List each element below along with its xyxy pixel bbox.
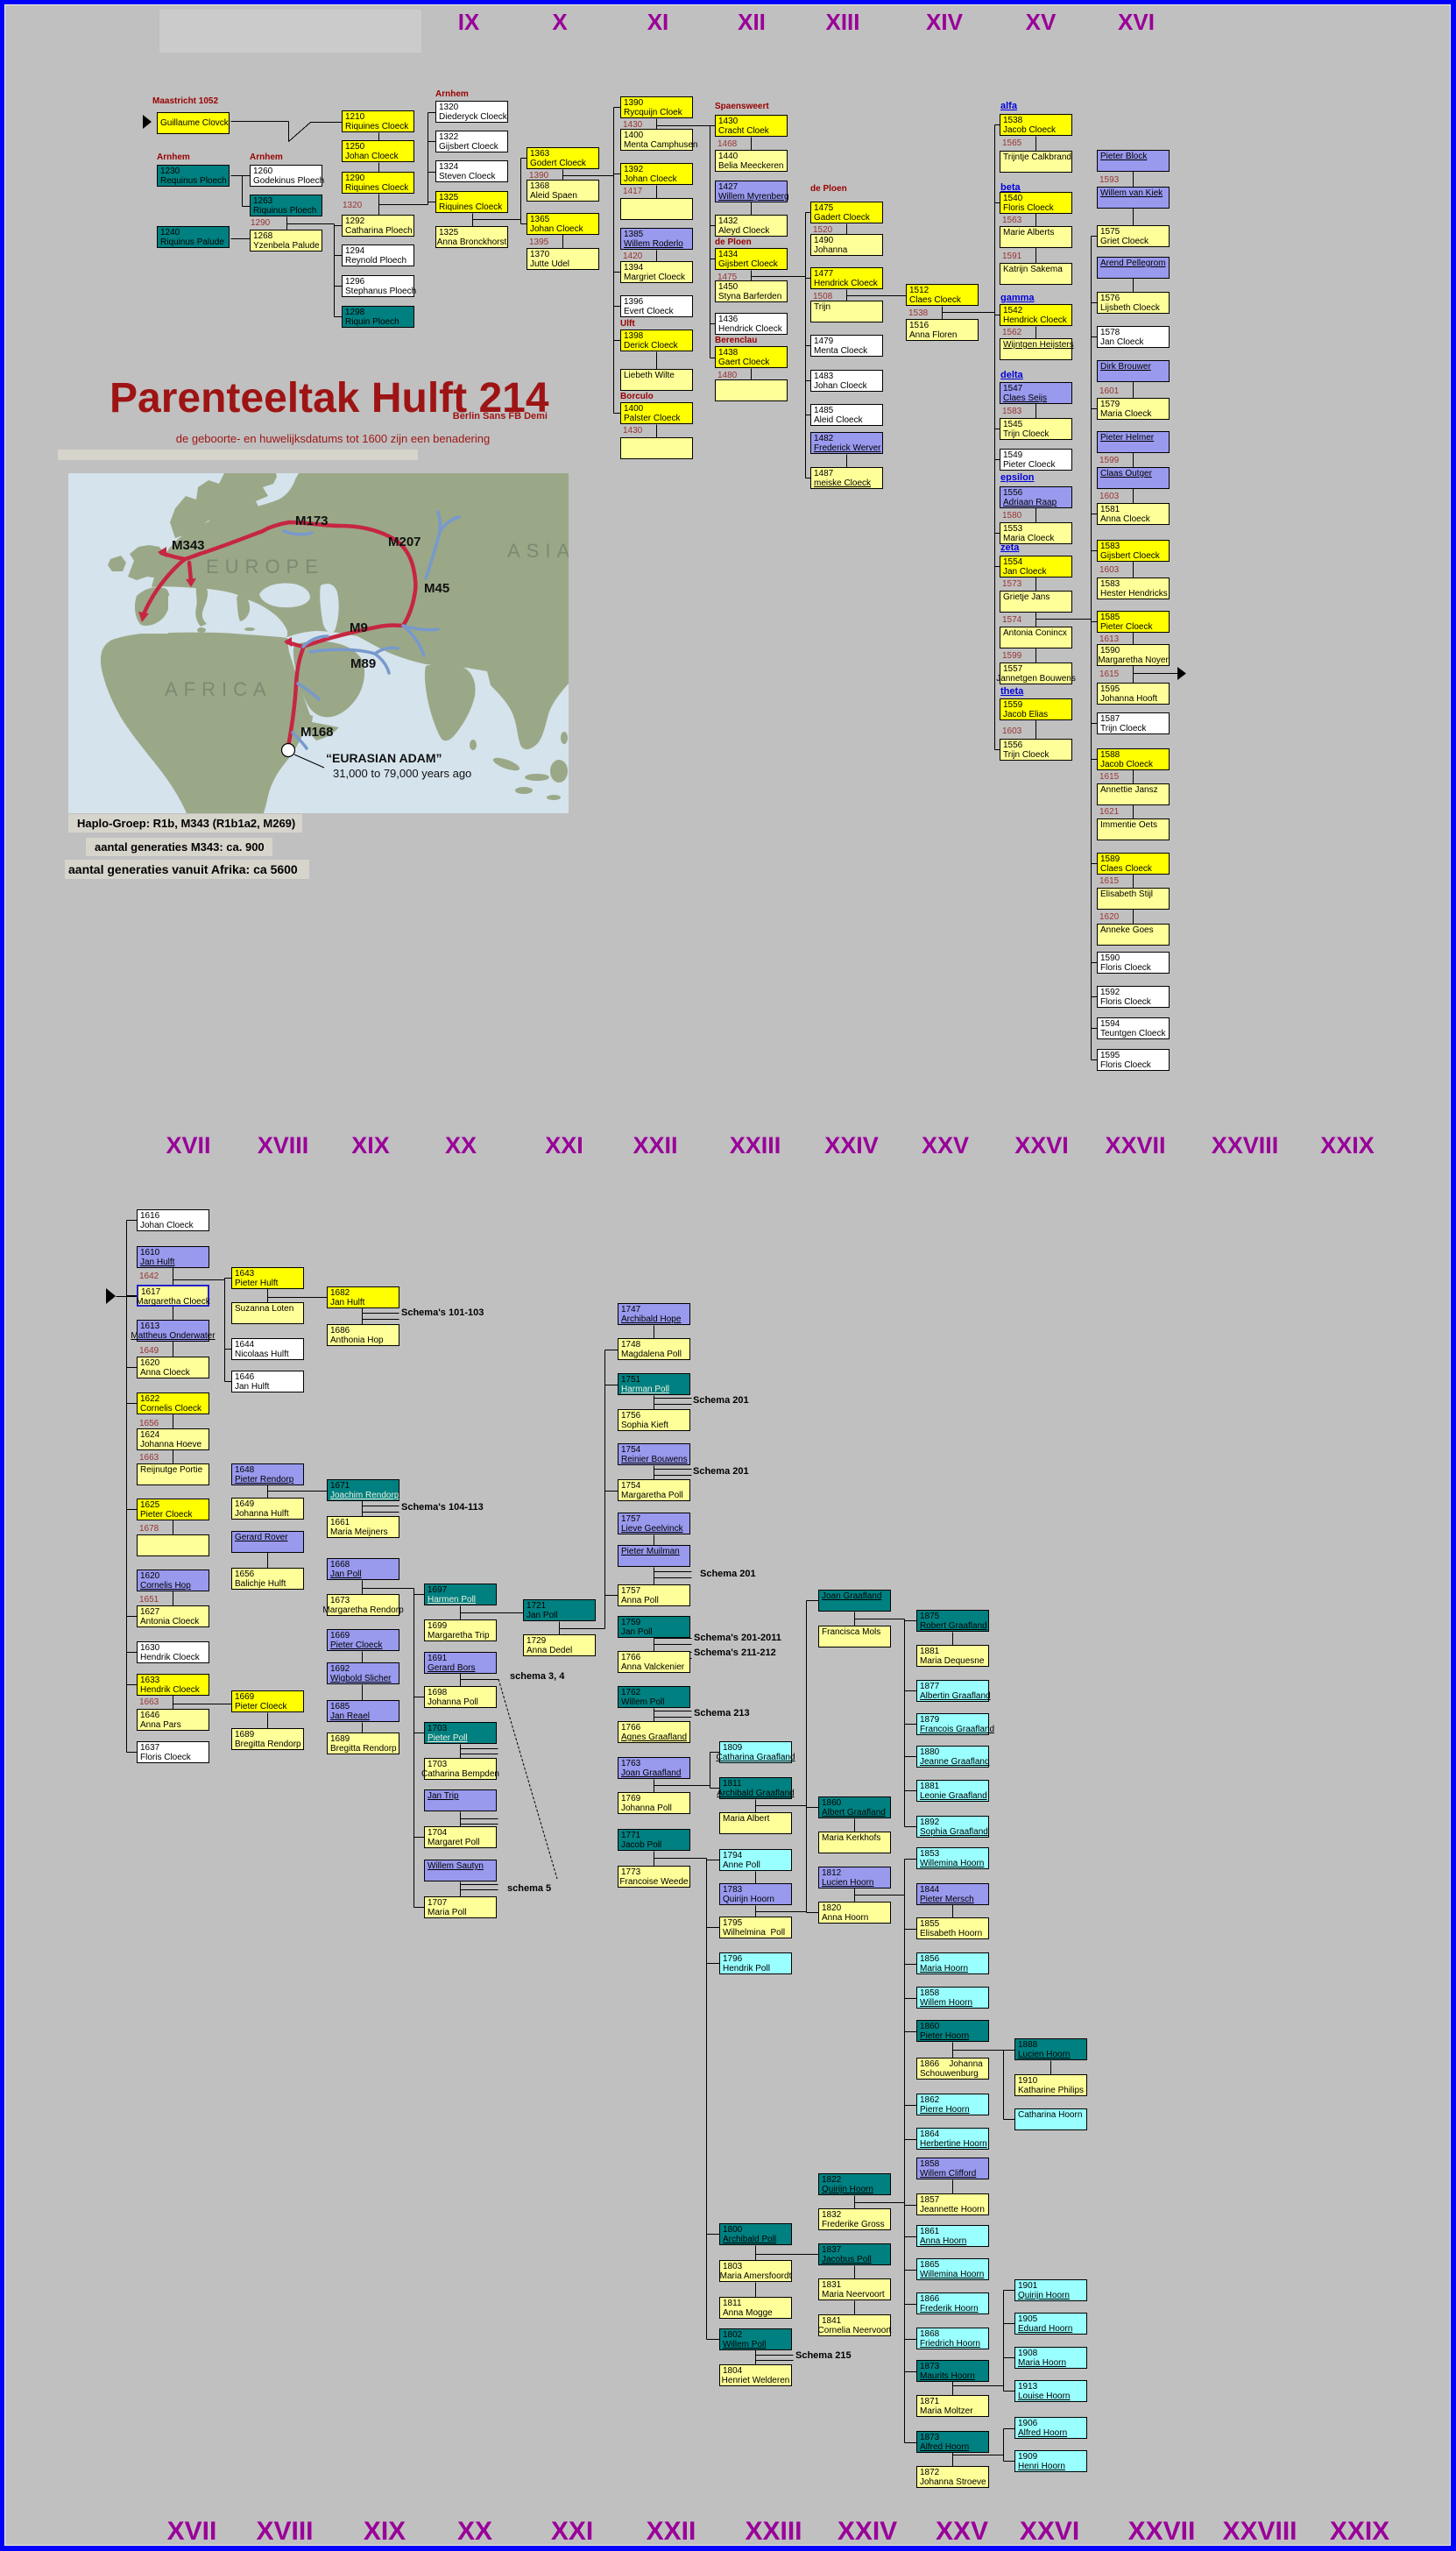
svg-text:AFRICA: AFRICA xyxy=(165,678,272,700)
svg-text:M168: M168 xyxy=(300,725,334,740)
svg-text:ASIA: ASIA xyxy=(507,540,569,562)
svg-text:M207: M207 xyxy=(388,535,421,549)
svg-text:31,000 to 79,000 years ago: 31,000 to 79,000 years ago xyxy=(333,767,471,780)
svg-text:M343: M343 xyxy=(172,538,205,553)
svg-text:“EURASIAN ADAM”: “EURASIAN ADAM” xyxy=(326,751,442,765)
svg-text:EUROPE: EUROPE xyxy=(206,556,324,578)
svg-text:M173: M173 xyxy=(295,514,329,528)
svg-text:M89: M89 xyxy=(350,656,376,671)
svg-text:M45: M45 xyxy=(424,581,449,596)
svg-text:M9: M9 xyxy=(350,620,368,635)
